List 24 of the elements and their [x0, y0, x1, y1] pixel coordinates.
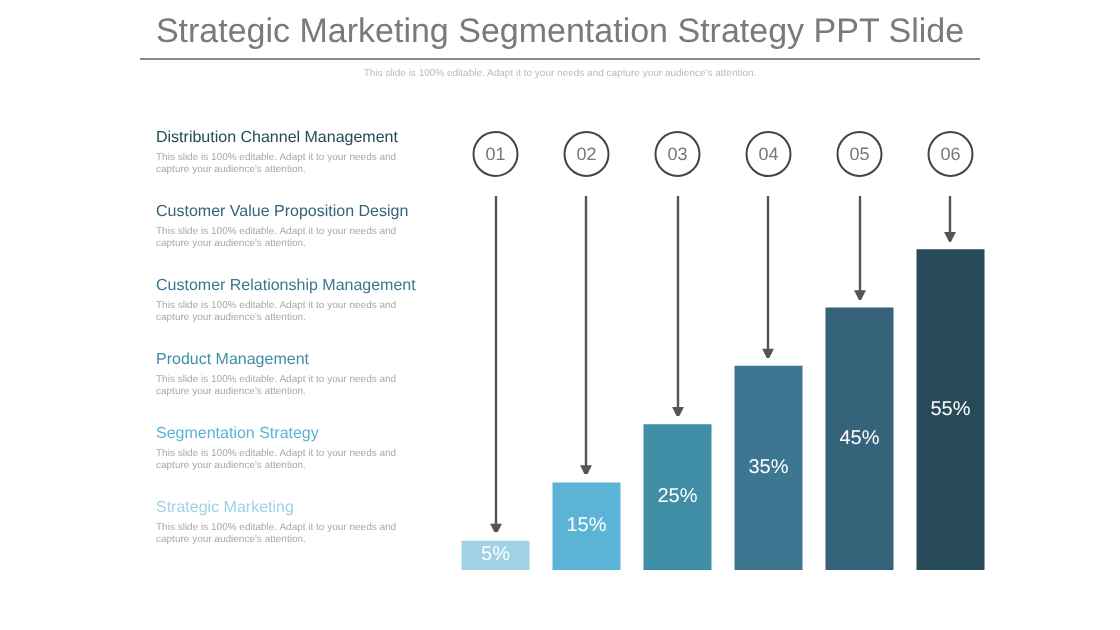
- x-tick-label: 06: [940, 144, 961, 164]
- bar: [734, 365, 803, 570]
- bar: [825, 307, 894, 570]
- data-label: 35%: [748, 456, 789, 479]
- x-tick-label: 01: [485, 144, 506, 164]
- text: Distribution Channel Management: [156, 128, 400, 146]
- chart-title: Strategic Marketing Segmentation Strategy PPT Slide: [140, 12, 980, 60]
- data-label: 45%: [839, 427, 880, 450]
- text: Strategic Marketing: [156, 498, 296, 516]
- bar: [916, 249, 985, 570]
- data-label: 25%: [657, 486, 698, 509]
- x-tick-label: 04: [758, 144, 779, 164]
- data-label: 55%: [930, 398, 971, 421]
- bar: [552, 482, 621, 570]
- x-tick-label: 03: [667, 144, 688, 164]
- bar: [643, 424, 712, 570]
- data-label: 5%: [481, 544, 511, 567]
- text: Product Management: [156, 350, 311, 368]
- data-label: 15%: [566, 515, 607, 538]
- text: Customer Relationship Management: [156, 276, 416, 294]
- text: Customer Value Proposition Design: [156, 202, 411, 220]
- x-tick-label: 05: [849, 144, 870, 164]
- x-tick-label: 02: [576, 144, 597, 164]
- text: Segmentation Strategy: [156, 424, 321, 442]
